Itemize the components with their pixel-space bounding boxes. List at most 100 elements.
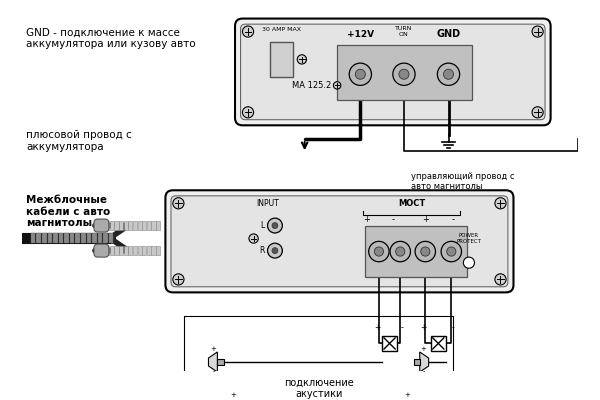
Text: TURN
ON: TURN ON [395, 26, 413, 37]
Bar [151, 221, 155, 230]
Circle shape [349, 63, 371, 85]
Circle shape [368, 241, 389, 262]
Text: +: + [420, 324, 427, 332]
Bar [47, 234, 52, 243]
Bar [76, 234, 80, 243]
Bar [109, 234, 113, 243]
FancyBboxPatch shape [94, 244, 109, 257]
Circle shape [242, 26, 254, 37]
Bar [124, 221, 128, 230]
Circle shape [415, 241, 436, 262]
Bar [147, 221, 151, 230]
Circle shape [532, 26, 543, 37]
Text: INPUT: INPUT [256, 199, 279, 208]
Text: +: + [230, 392, 236, 398]
Bar [156, 221, 160, 230]
Circle shape [413, 398, 419, 400]
Bar [98, 234, 102, 243]
Text: -: - [452, 216, 455, 224]
Text: -: - [212, 368, 215, 374]
Bar [137, 246, 142, 255]
Text: +: + [211, 346, 217, 352]
Bar [156, 246, 160, 255]
Bar [115, 221, 119, 230]
Circle shape [441, 241, 461, 262]
Circle shape [272, 222, 278, 228]
Bar [42, 234, 47, 243]
Circle shape [447, 247, 456, 256]
FancyBboxPatch shape [235, 18, 551, 125]
Text: +: + [421, 346, 427, 352]
Circle shape [355, 69, 365, 79]
Circle shape [173, 274, 184, 285]
Circle shape [495, 274, 506, 285]
Circle shape [437, 63, 460, 85]
Circle shape [215, 394, 227, 400]
Bar [110, 221, 114, 230]
FancyBboxPatch shape [166, 190, 514, 292]
Bar [92, 234, 97, 243]
FancyBboxPatch shape [241, 24, 545, 120]
FancyBboxPatch shape [94, 219, 109, 232]
Polygon shape [420, 352, 428, 372]
Bar [133, 221, 137, 230]
Bar [37, 234, 41, 243]
Bar [133, 246, 137, 255]
Circle shape [399, 69, 409, 79]
Text: -: - [422, 368, 425, 374]
Circle shape [532, 107, 543, 118]
Text: +: + [422, 216, 429, 224]
Text: Межблочные
кабели с авто
магнитолы: Межблочные кабели с авто магнитолы [26, 195, 110, 228]
Circle shape [395, 247, 405, 256]
Text: -: - [452, 324, 455, 332]
FancyBboxPatch shape [171, 196, 508, 287]
Text: R: R [259, 246, 265, 255]
Circle shape [463, 257, 475, 268]
Bar [431, 336, 446, 351]
Text: +: + [374, 324, 380, 332]
Bar [382, 336, 397, 351]
Bar [128, 246, 133, 255]
Text: -: - [391, 216, 394, 224]
Circle shape [410, 394, 422, 400]
Circle shape [443, 69, 454, 79]
Bar [105, 246, 109, 255]
Circle shape [334, 82, 341, 89]
Circle shape [173, 198, 184, 209]
Bar [110, 246, 114, 255]
Bar [105, 221, 109, 230]
Bar [53, 234, 58, 243]
Circle shape [268, 218, 283, 233]
Bar [147, 246, 151, 255]
Bar [184, 316, 453, 400]
Polygon shape [208, 352, 217, 372]
Circle shape [242, 107, 254, 118]
Bar [31, 234, 35, 243]
Text: +: + [364, 216, 370, 224]
Bar [119, 221, 123, 230]
Bar [337, 44, 472, 100]
Bar [64, 234, 69, 243]
Bar [70, 234, 74, 243]
Circle shape [390, 241, 410, 262]
Circle shape [218, 398, 224, 400]
Text: 30 AMP MAX: 30 AMP MAX [262, 27, 301, 32]
Circle shape [297, 55, 307, 64]
Bar [86, 234, 91, 243]
Circle shape [374, 247, 383, 256]
Bar [217, 359, 224, 365]
Text: POWER
PROTECT: POWER PROTECT [457, 233, 481, 244]
Bar [81, 234, 86, 243]
Bar [128, 221, 133, 230]
Text: +12V: +12V [347, 30, 374, 39]
Bar [59, 234, 64, 243]
Bar [137, 221, 142, 230]
Text: МОСТ: МОСТ [398, 199, 425, 208]
Text: L: L [260, 221, 264, 230]
Circle shape [268, 243, 283, 258]
Bar [103, 234, 108, 243]
Bar [413, 359, 420, 365]
Text: +: + [404, 392, 410, 398]
Circle shape [393, 63, 415, 85]
Text: подключение
акустики: подключение акустики [284, 377, 353, 399]
